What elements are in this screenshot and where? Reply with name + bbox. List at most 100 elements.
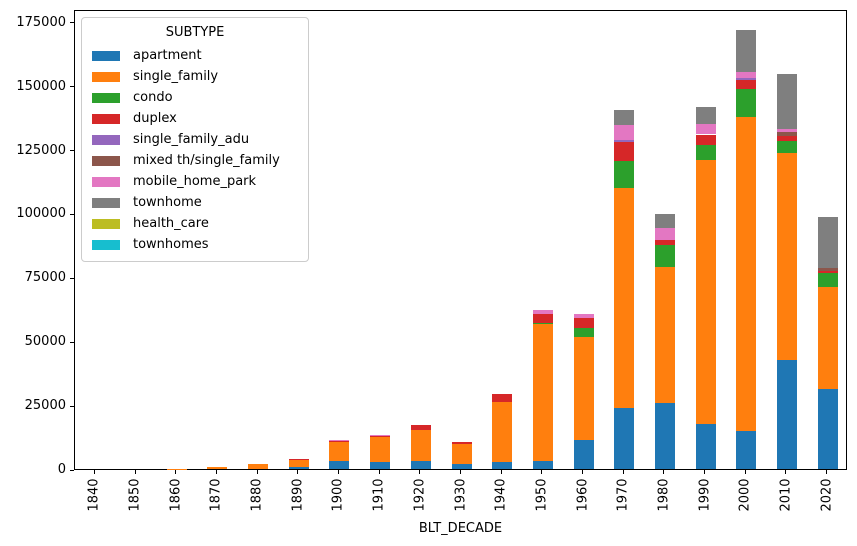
bar-segment-single-family-1880 bbox=[248, 464, 269, 469]
bar-segment-mobile-home-park-1970 bbox=[614, 124, 635, 140]
bar-segment-mixed-th-single-family-2020 bbox=[817, 268, 838, 271]
bar-segment-condo-1960 bbox=[573, 327, 594, 337]
legend-item-label: health_care bbox=[133, 216, 209, 231]
y-tick-mark bbox=[70, 150, 74, 152]
legend-item-label: single_family bbox=[133, 69, 219, 84]
bar-segment-duplex-1910 bbox=[370, 435, 391, 438]
legend-swatch-icon bbox=[92, 197, 120, 208]
bar-segment-townhome-2000 bbox=[736, 29, 757, 73]
bar-segment-apartment-1960 bbox=[573, 440, 594, 469]
bar-segment-mobile-home-park-1900 bbox=[329, 440, 350, 442]
bar-segment-single-family-1890 bbox=[288, 459, 309, 468]
y-tick-label: 25000 bbox=[24, 398, 66, 414]
bar-segment-apartment-1940 bbox=[492, 461, 513, 469]
x-tick-label: 1900 bbox=[330, 478, 346, 512]
legend-swatch-icon bbox=[92, 176, 120, 187]
bar-segment-apartment-1980 bbox=[654, 402, 675, 469]
legend-item-apartment: apartment bbox=[90, 45, 300, 66]
bar-segment-duplex-2020 bbox=[817, 270, 838, 273]
bar-segment-apartment-2010 bbox=[776, 360, 797, 469]
bar-segment-single-family-1930 bbox=[451, 444, 472, 465]
bar-segment-townhome-1970 bbox=[614, 110, 635, 125]
legend-item-condo: condo bbox=[90, 87, 300, 108]
bar-segment-apartment-1910 bbox=[370, 462, 391, 469]
y-tick-label: 0 bbox=[57, 462, 66, 477]
bar-segment-single-family-1920 bbox=[410, 429, 431, 462]
legend-swatch-icon bbox=[92, 155, 120, 166]
x-tick-mark bbox=[297, 470, 299, 474]
x-tick-mark bbox=[622, 470, 624, 474]
bar-segment-single-family-1940 bbox=[492, 401, 513, 462]
bar-segment-duplex-1980 bbox=[654, 239, 675, 245]
bar-segment-apartment-1930 bbox=[451, 464, 472, 469]
bar-segment-apartment-1970 bbox=[614, 407, 635, 469]
bar-segment-single-family-adu-2000 bbox=[736, 77, 757, 81]
bar-segment-condo-2020 bbox=[817, 272, 838, 288]
x-tick-label: 2010 bbox=[778, 478, 794, 512]
x-tick-mark bbox=[93, 470, 95, 474]
y-tick-mark bbox=[70, 22, 74, 24]
x-tick-mark bbox=[500, 470, 502, 474]
bar-segment-duplex-1950 bbox=[532, 314, 553, 323]
x-tick-label: 1890 bbox=[290, 478, 306, 512]
x-axis-title: BLT_DECADE bbox=[418, 521, 503, 536]
legend-item-mixed-th-single-family: mixed th/single_family bbox=[90, 150, 300, 171]
bar-segment-duplex-1920 bbox=[410, 424, 431, 430]
legend-items: apartment single_family condo duplex single_… bbox=[90, 45, 300, 255]
bar-segment-single-family-adu-1970 bbox=[614, 139, 635, 143]
bar-segment-single-family-1900 bbox=[329, 441, 350, 462]
bar-segment-single-family-1960 bbox=[573, 336, 594, 441]
legend-swatch-icon bbox=[92, 92, 120, 103]
bar-segment-condo-1980 bbox=[654, 244, 675, 267]
bar-segment-apartment-1900 bbox=[329, 461, 350, 469]
x-tick-mark bbox=[460, 470, 461, 474]
legend-item-label: mobile_home_park bbox=[133, 174, 257, 189]
y-tick-label: 175000 bbox=[16, 14, 66, 30]
legend-swatch-icon bbox=[92, 218, 120, 229]
x-tick-label: 2020 bbox=[819, 478, 835, 512]
x-tick-label: 1950 bbox=[534, 478, 550, 512]
x-tick-label: 1850 bbox=[127, 478, 143, 512]
bar-segment-condo-1970 bbox=[614, 161, 635, 188]
bar-segment-single-family-1910 bbox=[370, 437, 391, 463]
bar-segment-townhome-2010 bbox=[776, 73, 797, 129]
plot-area: SUBTYPE apartment single_family condo duple… bbox=[74, 10, 847, 470]
bar-segment-apartment-1890 bbox=[288, 467, 309, 469]
x-tick-mark bbox=[744, 470, 746, 474]
bar-segment-townhome-1980 bbox=[654, 213, 675, 229]
x-tick-label: 1870 bbox=[208, 478, 224, 512]
x-tick-mark bbox=[419, 470, 421, 474]
bar-segment-duplex-1900 bbox=[329, 441, 350, 442]
x-tick-label: 1880 bbox=[249, 478, 265, 512]
x-tick-label: 1910 bbox=[371, 478, 387, 512]
x-tick-mark bbox=[704, 470, 706, 474]
legend-item-mobile-home-park: mobile_home_park bbox=[90, 171, 300, 192]
bar-segment-mixed-th-single-family-2010 bbox=[776, 132, 797, 137]
bar-segment-apartment-1990 bbox=[695, 423, 716, 469]
bar-segment-single-family-1980 bbox=[654, 266, 675, 403]
bar-segment-mobile-home-park-2010 bbox=[776, 128, 797, 133]
x-tick-mark bbox=[337, 470, 339, 474]
bar-segment-condo-2010 bbox=[776, 140, 797, 154]
x-tick-mark bbox=[826, 470, 828, 474]
bar-segment-single-family-1990 bbox=[695, 160, 716, 424]
bar-segment-single-family-1870 bbox=[207, 466, 228, 469]
bar-segment-mobile-home-park-1950 bbox=[532, 309, 553, 315]
bar-segment-apartment-1950 bbox=[532, 460, 553, 469]
x-tick-mark bbox=[582, 470, 584, 474]
y-tick-label: 100000 bbox=[16, 206, 66, 222]
bar-segment-mobile-home-park-2000 bbox=[736, 72, 757, 78]
legend-item-label: condo bbox=[133, 90, 173, 105]
bar-segment-condo-1950 bbox=[532, 322, 553, 325]
bar-segment-mobile-home-park-1990 bbox=[695, 123, 716, 135]
x-tick-label: 1860 bbox=[168, 478, 184, 512]
x-tick-label: 1840 bbox=[86, 478, 102, 512]
legend: SUBTYPE apartment single_family condo duple… bbox=[81, 17, 309, 262]
y-tick-label: 75000 bbox=[24, 270, 66, 286]
bar-segment-apartment-2000 bbox=[736, 431, 757, 469]
bar-segment-duplex-1970 bbox=[614, 142, 635, 162]
bar-segment-single-family-2020 bbox=[817, 287, 838, 390]
bar-segment-mobile-home-park-1980 bbox=[654, 228, 675, 240]
bar-segment-duplex-1890 bbox=[288, 458, 309, 460]
